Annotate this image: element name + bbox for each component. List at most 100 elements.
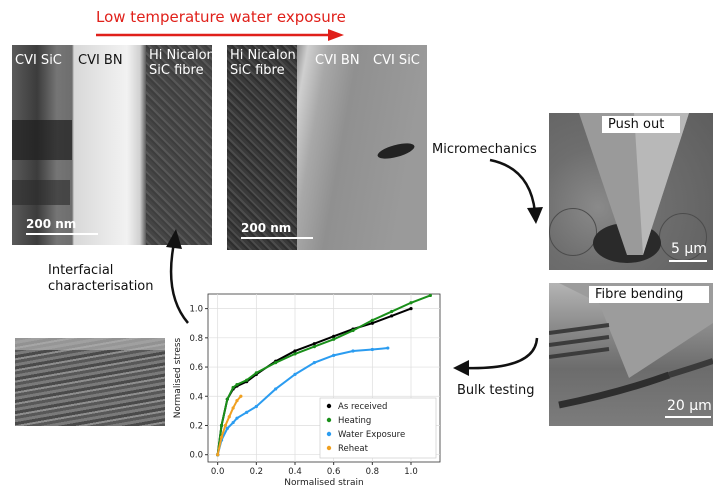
legend-label: As received	[338, 402, 387, 412]
data-point	[351, 349, 355, 353]
y-tick-label: 0.6	[189, 363, 203, 373]
data-point	[239, 394, 243, 398]
data-point	[409, 307, 413, 311]
fibre-disc	[549, 208, 597, 256]
tem-image-right: Hi Nicalon SiC fibre CVI BN CVI SiC 200 …	[227, 45, 427, 250]
grain-texture	[227, 45, 297, 250]
legend-marker	[326, 417, 332, 423]
data-point	[293, 349, 297, 353]
data-point	[225, 397, 229, 401]
series-line	[216, 294, 431, 455]
data-point	[216, 453, 220, 457]
sem-push-out: Push out 5 μm	[549, 113, 713, 270]
scale-bar	[26, 233, 98, 235]
data-point	[293, 352, 297, 356]
data-point	[428, 293, 432, 298]
data-point	[370, 347, 374, 352]
inclusion	[376, 140, 416, 162]
grain-texture	[146, 45, 212, 245]
fibre-bending-title-bg	[589, 286, 709, 303]
stress-strain-chart: 0.0 0.2 0.4 0.6 0.8 1.0 0.0 0.2 0.4 0.6 0.8 1.0 Norm…	[173, 293, 441, 488]
data-point	[370, 321, 374, 325]
data-point	[245, 410, 249, 414]
label-cvi-bn: CVI BN	[78, 53, 123, 68]
legend-label: Heating	[338, 416, 371, 426]
legend-marker	[326, 431, 332, 437]
scale-label: 20 μm	[667, 398, 712, 414]
tem-image-left: CVI SiC CVI BN Hi Nicalon SiC fibre 200 …	[12, 45, 212, 245]
indenter-tip	[579, 113, 689, 255]
data-point	[332, 353, 336, 357]
label-cvi-sic: CVI SiC	[373, 53, 420, 68]
data-point	[231, 406, 235, 410]
curved-arrow-icon	[453, 337, 539, 376]
y-tick-label: 0.8	[189, 334, 203, 344]
data-point	[274, 387, 278, 391]
scale-bar	[669, 260, 707, 262]
composite-sample-photo	[15, 338, 165, 426]
photo-highlight	[15, 338, 165, 350]
x-tick-label: 0.0	[211, 467, 225, 477]
data-point	[332, 334, 336, 338]
data-point	[274, 361, 278, 365]
data-point	[235, 382, 239, 387]
y-tick-label: 0.0	[189, 451, 203, 461]
data-point	[254, 404, 258, 409]
y-tick-label: 0.4	[189, 392, 203, 402]
label-fibre-line2: SiC fibre	[149, 63, 204, 78]
data-point	[312, 342, 316, 346]
data-point	[370, 318, 374, 322]
interfacial-label-line2: characterisation	[48, 279, 154, 294]
data-point	[235, 399, 239, 403]
data-point	[390, 314, 394, 318]
push-out-title-bg	[602, 116, 680, 133]
legend-box	[319, 397, 437, 459]
label-fibre-line2: SiC fibre	[230, 63, 285, 78]
fibre-bending-title: Fibre bending	[595, 287, 684, 302]
dark-band	[12, 180, 70, 205]
legend-marker	[326, 445, 332, 451]
data-point	[254, 371, 258, 375]
data-point	[390, 309, 394, 314]
interfacial-label-line1: Interfacial	[48, 263, 114, 278]
scale-label: 200 nm	[241, 221, 292, 235]
dark-band	[12, 120, 72, 160]
scale-bar	[665, 416, 711, 418]
data-point	[235, 416, 239, 420]
data-point	[219, 435, 224, 439]
x-axis-label: Normalised strain	[284, 478, 364, 488]
data-point	[312, 344, 316, 349]
scale-bar	[241, 237, 313, 239]
data-point	[351, 328, 355, 333]
y-tick-label: 0.2	[189, 421, 203, 431]
scale-label: 5 μm	[671, 241, 707, 257]
data-point	[409, 301, 413, 305]
legend-label: Water Exposure	[338, 430, 405, 440]
data-point	[219, 423, 224, 428]
data-point	[227, 415, 231, 419]
legend-label: Reheat	[338, 444, 369, 454]
bulk-testing-label: Bulk testing	[457, 383, 535, 398]
y-tick-label: 1.0	[189, 305, 203, 315]
x-tick-label: 0.4	[288, 467, 302, 477]
scale-label: 200 nm	[26, 217, 77, 231]
data-point	[332, 337, 336, 341]
curved-arrow-icon	[166, 229, 189, 324]
header-title: Low temperature water exposure	[96, 8, 346, 26]
data-point	[231, 420, 235, 425]
red-arrow-icon	[96, 29, 344, 41]
x-tick-label: 1.0	[404, 467, 418, 477]
data-point	[223, 423, 227, 428]
bending-scene	[549, 283, 713, 409]
label-cvi-sic: CVI SiC	[15, 53, 62, 68]
data-point	[225, 426, 229, 430]
y-axis-label: Normalised stress	[173, 337, 183, 418]
data-point	[231, 385, 235, 390]
data-point	[293, 372, 297, 376]
label-cvi-bn: CVI BN	[315, 53, 360, 68]
label-fibre-line1: Hi Nicalon	[149, 48, 212, 63]
legend-marker	[326, 403, 332, 409]
data-point	[312, 361, 316, 365]
push-out-title: Push out	[608, 117, 665, 132]
x-tick-label: 0.6	[327, 467, 341, 477]
